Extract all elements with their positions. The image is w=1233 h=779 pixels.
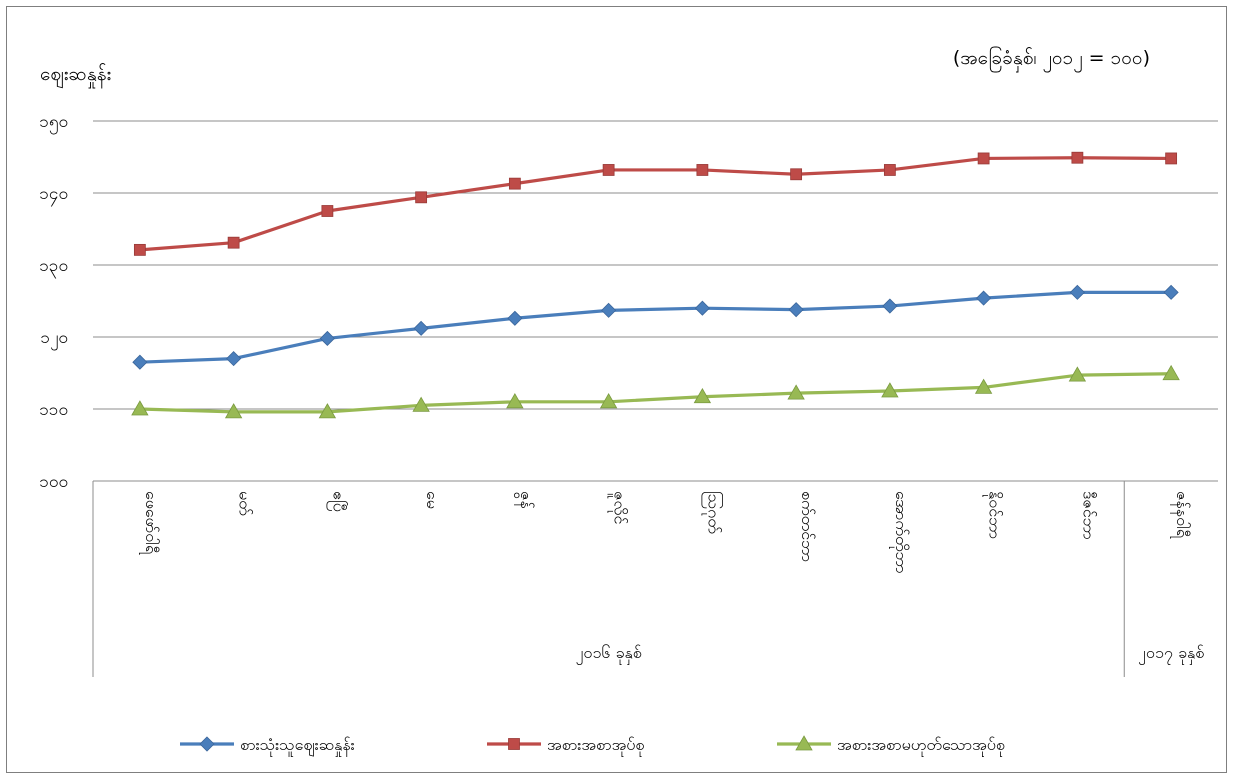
- data-point: [413, 320, 429, 336]
- data-point: [321, 205, 334, 217]
- series-diamond: [132, 284, 1179, 370]
- data-point: [1163, 284, 1179, 300]
- data-point: [227, 236, 240, 249]
- data-point: [1162, 364, 1180, 381]
- data-point: [787, 384, 805, 400]
- plot-area: [131, 151, 1180, 419]
- legend-marker: [795, 735, 813, 751]
- data-point: [601, 302, 617, 318]
- x-tick-label: မေ: [423, 491, 442, 509]
- data-point: [788, 302, 804, 318]
- legend-entry: အစားအစာအုပ်စု: [487, 735, 644, 757]
- data-point: [883, 164, 896, 176]
- data-point: [415, 191, 428, 204]
- series-triangle: [131, 364, 1180, 419]
- y-tick-label: ၁၂၀: [41, 328, 68, 351]
- data-point: [696, 164, 709, 176]
- y-tick-label: ၁၄၀: [39, 184, 68, 207]
- series-line: [139, 290, 1172, 364]
- year-group-label: ၂၀၁၆ ခုနှစ်: [576, 643, 642, 665]
- legend-label: စားသုံးသူဈေးဆနှုန်း: [240, 735, 355, 757]
- y-tick-label: ၁၁၀: [39, 400, 68, 420]
- legend-marker: [508, 738, 520, 750]
- x-tick-label: နိုဝင်ဘာ: [983, 491, 1005, 539]
- data-point: [602, 164, 615, 176]
- legend-label: အစားအစာမဟုတ်သောအုပ်စု: [837, 735, 1005, 757]
- data-point: [1165, 152, 1178, 165]
- data-point: [881, 382, 899, 398]
- x-tick-label: ဒီဇင်ဘာ: [1079, 491, 1098, 540]
- data-point: [977, 152, 990, 165]
- data-point: [599, 392, 618, 409]
- data-point: [882, 298, 898, 314]
- data-point: [132, 354, 148, 370]
- data-point: [133, 243, 146, 256]
- base-year-note: (အခြေခံနှစ်၊ ၂၀၁၂ = ၁၀၀): [953, 45, 1150, 73]
- x-tick-label: အောက်တိုဘာ: [889, 491, 911, 574]
- legend: စားသုံးသူဈေးဆနှုန်း အစားအစာအုပ်စု အစားအစာမ…: [180, 735, 1005, 757]
- x-tick-label: စက်တင်ဘာ: [798, 491, 817, 562]
- series-line: [139, 156, 1172, 252]
- data-point: [506, 392, 524, 409]
- data-point: [976, 290, 992, 306]
- data-point: [1071, 151, 1084, 164]
- x-tick-label: ဇူလိုင်: [608, 491, 630, 525]
- y-axis-label: ဈေးဆနှုန်း: [40, 62, 111, 89]
- data-point: [318, 403, 337, 419]
- x-tick-label: ဩဂုတ်: [701, 491, 723, 534]
- x-tick-label: ဧပြီ: [326, 491, 348, 512]
- series-line: [139, 372, 1172, 414]
- legend-marker: [199, 736, 215, 752]
- x-axis: ဖေဖော်ဝါရီ မတ် ဧပြီ မေ ဇွန် ဇူလိုင် ဩဂုတ် စက်တင…: [92, 481, 1204, 677]
- x-tick-label: မတ်: [236, 491, 255, 516]
- gridlines: [93, 120, 1218, 482]
- y-tick-labels: ၁၀၀ ၁၁၀ ၁၂၀ ၁၃၀ ၁၄၀ ၁၅၀: [39, 112, 68, 492]
- legend-entry: အစားအစာမဟုတ်သောအုပ်စု: [777, 735, 1005, 757]
- data-point: [508, 177, 521, 190]
- x-tick-label: ဇန်နဝါရီ: [1170, 491, 1192, 540]
- data-point: [790, 168, 803, 181]
- data-point: [507, 310, 523, 326]
- data-point: [224, 403, 243, 419]
- data-point: [1068, 366, 1087, 382]
- chart-frame: [6, 6, 1227, 773]
- data-point: [226, 351, 242, 367]
- data-point: [412, 396, 430, 412]
- series-square: [133, 151, 1178, 256]
- data-point: [319, 330, 335, 347]
- x-tick-label: ဇွန်: [514, 491, 536, 509]
- data-point: [131, 400, 149, 416]
- y-tick-label: ၁၃၀: [39, 256, 68, 279]
- data-point: [693, 387, 712, 404]
- year-group-label: ၂၀၁၇ ခုနှစ်: [1138, 643, 1204, 665]
- y-tick-label: ၁၀၀: [39, 472, 68, 492]
- data-point: [1069, 284, 1085, 300]
- legend-entry: စားသုံးသူဈေးဆနှုန်း: [180, 735, 355, 757]
- x-tick-label: ဖေဖော်ဝါရီ: [139, 491, 161, 556]
- legend-label: အစားအစာအုပ်စု: [547, 735, 644, 757]
- y-tick-label: ၁၅၀: [39, 112, 68, 135]
- data-point: [694, 300, 710, 316]
- data-point: [974, 378, 993, 394]
